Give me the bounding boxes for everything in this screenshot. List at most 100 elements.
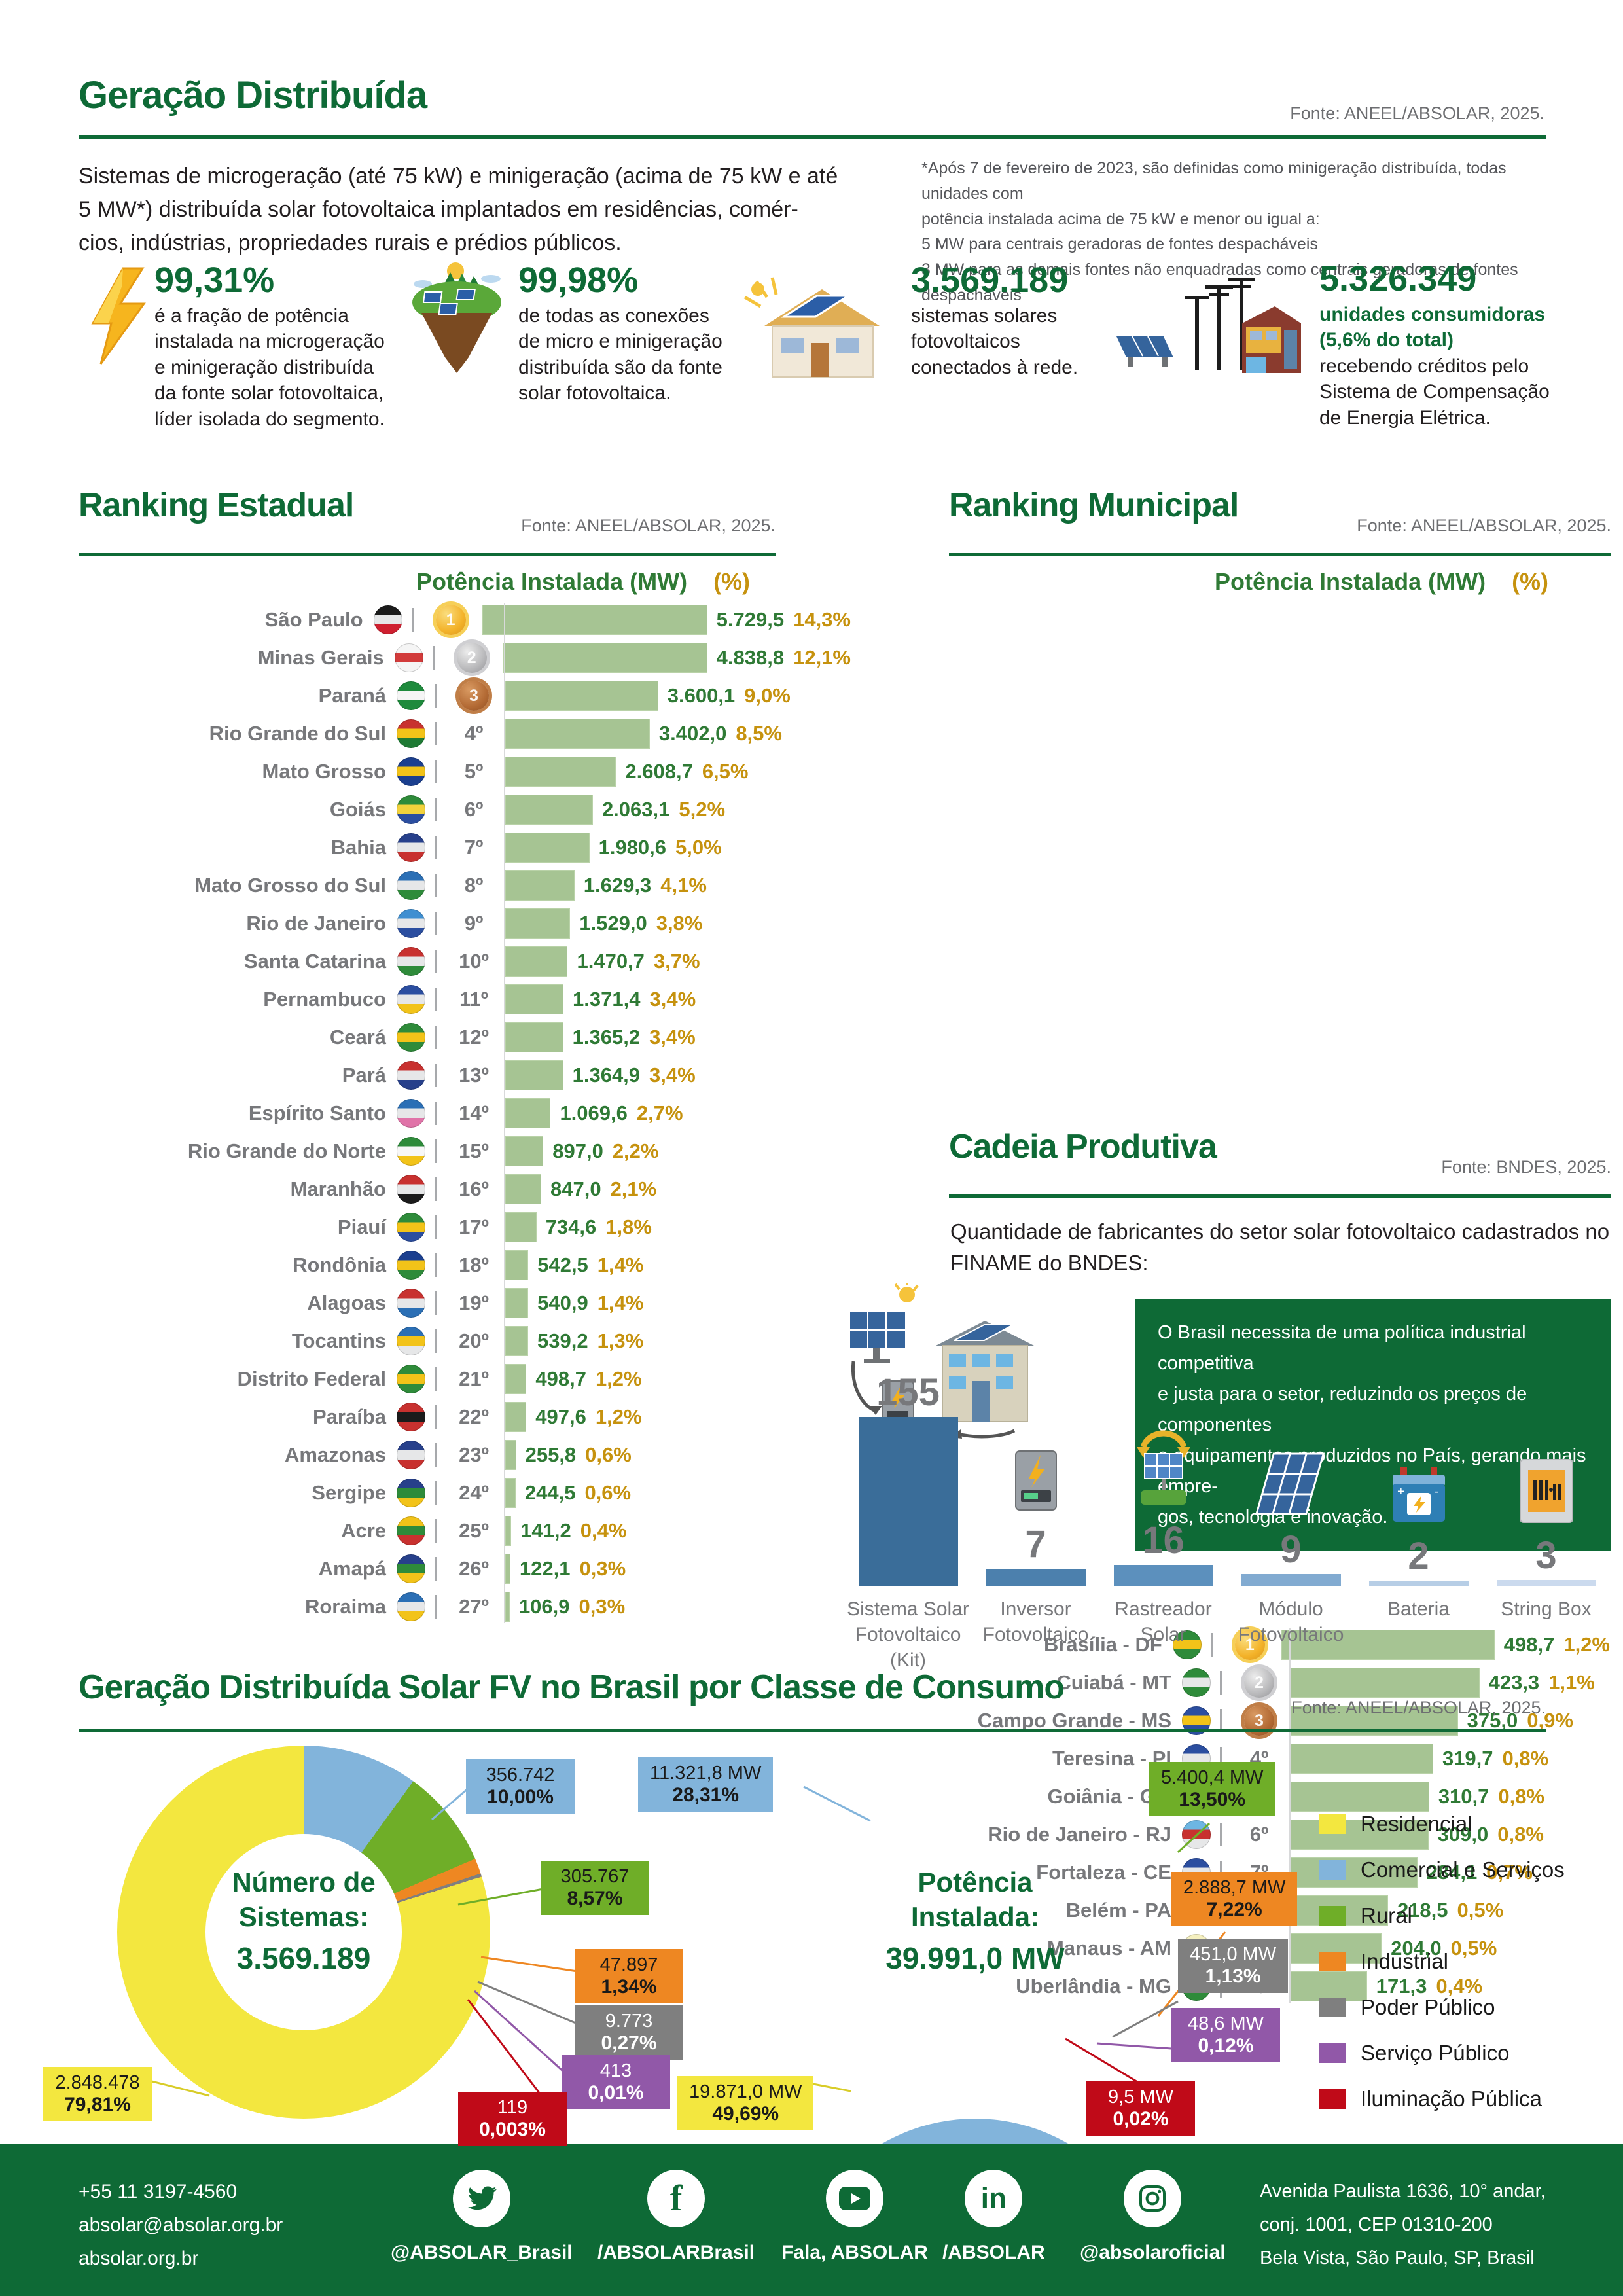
footer-site[interactable]: absolar.org.br	[79, 2248, 199, 2269]
separator	[435, 1519, 437, 1543]
social-twitter[interactable]: @ABSOLAR_Brasil	[391, 2170, 573, 2264]
social-handle[interactable]: /ABSOLARBrasil	[597, 2242, 755, 2263]
callout-pct: 13,50%	[1179, 1789, 1246, 1810]
stat-text: sistemas solares fotovoltaicos conectado…	[911, 304, 1079, 378]
state-flag-icon	[397, 1441, 425, 1469]
state-ranking-row: Goiás 6º 2.063,1 5,2%	[79, 791, 851, 829]
value-pct: 2,7%	[636, 1102, 683, 1124]
rank-badge: 6º	[1249, 1823, 1269, 1846]
stat-block-4: 5.326.349 unidades consumidoras (5,6% do…	[1319, 260, 1568, 431]
state-flag-icon	[397, 871, 425, 900]
bar	[1281, 1630, 1495, 1660]
count-label: 16	[1142, 1519, 1185, 1562]
value-pct: 0,9%	[1527, 1709, 1573, 1732]
item-label: Bateria	[1387, 1598, 1450, 1620]
social-linkedin[interactable]: in /ABSOLAR	[942, 2170, 1045, 2264]
callout-rural-mw: 5.400,4 MW 13,50%	[1149, 1762, 1275, 1816]
header-rule	[79, 135, 1546, 139]
facebook-icon[interactable]: f	[647, 2170, 705, 2227]
value-pct: 14,3%	[793, 608, 851, 631]
value-mw: 1.529,0	[579, 912, 647, 935]
rank-zone: 2	[446, 643, 498, 673]
legend-item: Residencial	[1319, 1801, 1565, 1847]
value-pct: 0,4%	[1436, 1975, 1483, 1998]
stat-number: 3.569.189	[911, 260, 1069, 300]
solar-roof-icon	[738, 275, 889, 389]
footer-email[interactable]: absolar@absolar.org.br	[79, 2214, 283, 2236]
value-mw: 2.608,7	[625, 760, 693, 783]
social-handle[interactable]: @absolaroficial	[1080, 2242, 1226, 2263]
social-facebook[interactable]: f /ABSOLARBrasil	[597, 2170, 755, 2264]
callout-pct: 0,01%	[588, 2082, 644, 2104]
separator	[435, 1253, 437, 1277]
consumo-rule	[79, 1729, 1546, 1732]
axis-line	[1289, 1628, 1291, 2003]
state-ranking-row: Paraná 3 3.600,1 9,0%	[79, 677, 851, 715]
cadeia-rule	[949, 1194, 1611, 1198]
state-flag-icon	[397, 909, 425, 938]
state-flag-icon	[397, 1213, 425, 1242]
bar	[505, 984, 564, 1014]
state-flag-icon	[397, 947, 425, 976]
value-pct: 5,2%	[679, 798, 726, 821]
social-handle[interactable]: /ABSOLAR	[942, 2242, 1045, 2263]
stat-text: recebendo créditos pelo Sistema de Compe…	[1319, 355, 1550, 429]
callout-pct: 79,81%	[64, 2094, 131, 2115]
value-mw: 2.063,1	[601, 798, 670, 821]
separator	[435, 874, 437, 897]
cadeia-item-stringbox: 3 String Box	[1482, 1345, 1610, 1673]
state-ranking-row: Piauí 17º 734,6 1,8%	[79, 1208, 851, 1246]
value-pct: 0,3%	[579, 1557, 626, 1580]
instagram-icon[interactable]	[1124, 2170, 1182, 2227]
separator	[1210, 1633, 1213, 1657]
state-ranking-row: Tocantins 20º 539,2 1,3%	[79, 1322, 851, 1360]
state-flag-icon	[397, 1327, 425, 1355]
legend-item: Industrial	[1319, 1939, 1565, 1984]
rank-badge: 1	[1234, 1630, 1265, 1660]
callout-industrial-mw: 2.888,7 MW 7,22%	[1171, 1872, 1298, 1926]
callout-pct: 28,31%	[672, 1784, 740, 1806]
social-instagram[interactable]: @absolaroficial	[1080, 2170, 1226, 2264]
value-mw: 498,7	[535, 1367, 586, 1390]
bar	[505, 1592, 510, 1622]
state-ranking-row: Amapá 26º 122,1 0,3%	[79, 1550, 851, 1588]
legend-item: Poder Público	[1319, 1984, 1565, 2030]
value-mw: 1.470,7	[577, 950, 645, 973]
rank-badge: 22º	[459, 1405, 489, 1428]
solar-tracker-icon	[1128, 1425, 1200, 1512]
value-mw: 1.365,2	[572, 1026, 641, 1049]
legend-swatch	[1319, 1860, 1346, 1880]
callout-value: 413	[599, 2060, 632, 2081]
state-ranking-row: Pará 13º 1.364,9 3,4%	[79, 1056, 851, 1094]
donut-title: Número de Sistemas:	[232, 1867, 376, 1932]
bar	[505, 908, 571, 939]
rank-zone: 20º	[448, 1329, 500, 1353]
twitter-icon[interactable]	[452, 2170, 510, 2227]
state-flag-icon	[397, 1403, 425, 1431]
value-mw: 284,1	[1426, 1861, 1478, 1884]
social-handle[interactable]: Fala, ABSOLAR	[781, 2242, 928, 2263]
callout-pct: 10,00%	[487, 1786, 554, 1808]
state-flag-icon	[397, 1137, 425, 1166]
value-mw: 218,5	[1397, 1899, 1448, 1922]
rank-badge: 11º	[459, 988, 489, 1011]
separator	[1220, 1709, 1222, 1732]
stat-number: 5.326.349	[1319, 259, 1477, 298]
stat-text: é a fração de potência instalada na micr…	[154, 304, 385, 431]
state-flag-icon	[397, 1099, 425, 1128]
donut-title: Potência Instalada:	[910, 1867, 1040, 1932]
bar	[505, 1174, 541, 1204]
value-pct: 0,5%	[1450, 1937, 1497, 1960]
rank-zone: 16º	[448, 1177, 500, 1201]
social-youtube[interactable]: Fala, ABSOLAR	[781, 2170, 928, 2264]
youtube-icon[interactable]	[825, 2170, 883, 2227]
callout-value: 451,0 MW	[1190, 1944, 1277, 1965]
linkedin-icon[interactable]: in	[965, 2170, 1023, 2227]
stat-block-1: 99,31% é a fração de potência instalada …	[154, 262, 403, 433]
count-label: 155	[876, 1371, 940, 1414]
bar	[1291, 1971, 1367, 2001]
value-mw: 498,7	[1503, 1633, 1555, 1656]
social-handle[interactable]: @ABSOLAR_Brasil	[391, 2242, 573, 2263]
solar-kit-icon	[844, 1283, 1047, 1443]
rank-badge: 10º	[459, 950, 489, 973]
